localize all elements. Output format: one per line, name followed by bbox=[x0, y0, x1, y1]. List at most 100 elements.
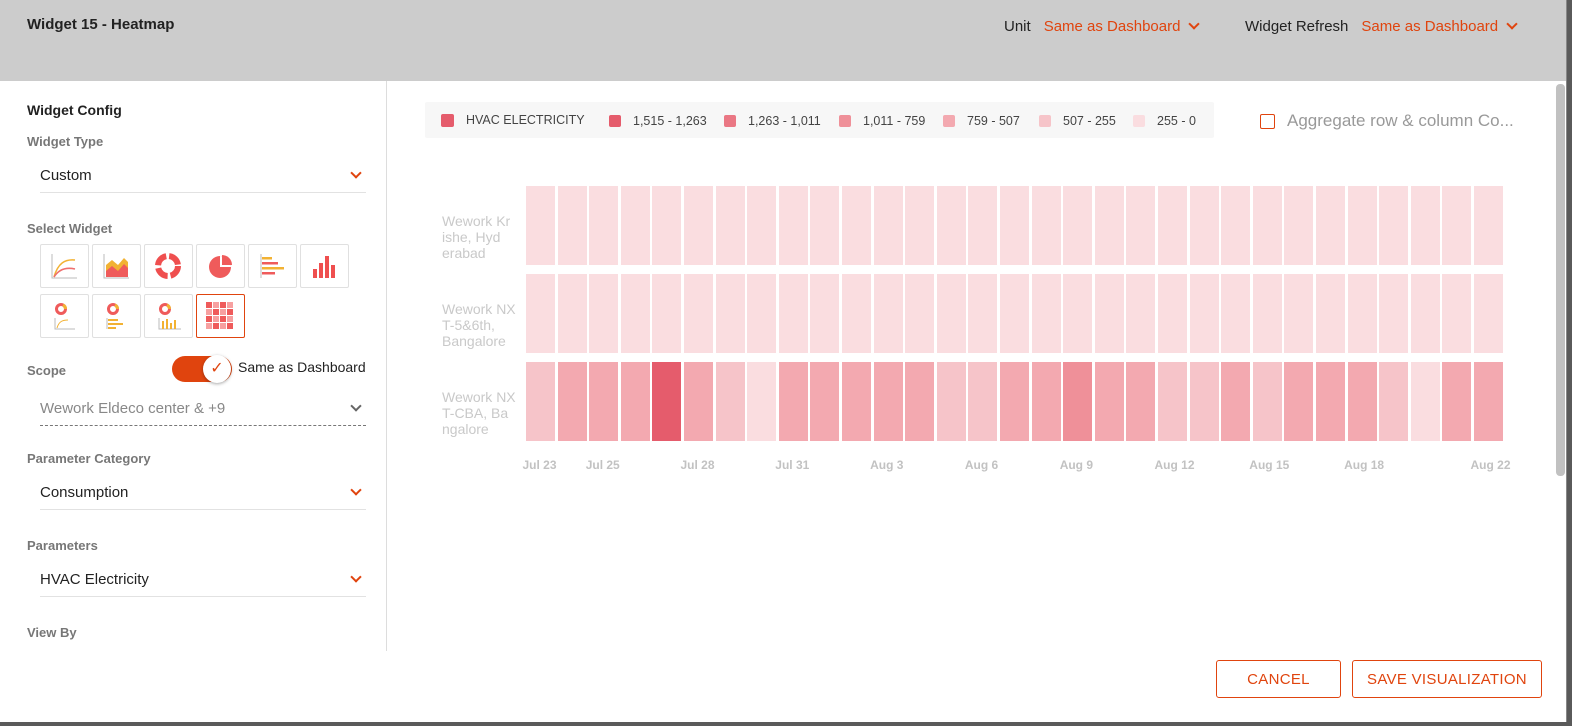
heatmap-cell[interactable] bbox=[1379, 362, 1409, 441]
pie-chart-button[interactable] bbox=[196, 244, 245, 288]
heatmap-cell[interactable] bbox=[1189, 274, 1219, 353]
heatmap-cell[interactable] bbox=[1474, 274, 1503, 353]
heatmap-cell[interactable] bbox=[1316, 274, 1345, 353]
heatmap-cell[interactable] bbox=[1316, 186, 1345, 265]
column-chart-button[interactable] bbox=[300, 244, 349, 288]
donut-column-combo-button[interactable] bbox=[144, 294, 193, 338]
donut-line-combo-button[interactable] bbox=[40, 294, 89, 338]
heatmap-cell[interactable] bbox=[1252, 274, 1282, 353]
legend-range-1[interactable]: 1,515 - 1,263 bbox=[609, 114, 707, 128]
heatmap-cell[interactable] bbox=[778, 274, 808, 353]
heatmap-cell[interactable] bbox=[557, 362, 587, 441]
heatmap-button[interactable] bbox=[196, 294, 245, 338]
cancel-button[interactable]: CANCEL bbox=[1216, 660, 1341, 698]
heatmap-cell[interactable] bbox=[905, 274, 935, 353]
donut-chart-button[interactable] bbox=[144, 244, 193, 288]
heatmap-cell[interactable] bbox=[684, 274, 713, 353]
heatmap-cell[interactable] bbox=[1000, 186, 1029, 265]
heatmap-cell[interactable] bbox=[684, 186, 713, 265]
heatmap-cell[interactable] bbox=[1063, 274, 1093, 353]
chevron-down-icon[interactable] bbox=[350, 167, 362, 179]
legend-range-3[interactable]: 1,011 - 759 bbox=[839, 114, 925, 128]
heatmap-cell[interactable] bbox=[1410, 186, 1440, 265]
area-chart-button[interactable] bbox=[92, 244, 141, 288]
heatmap-cell[interactable] bbox=[652, 186, 682, 265]
legend-series[interactable]: HVAC ELECTRICITY bbox=[441, 113, 585, 127]
heatmap-cell[interactable] bbox=[1221, 362, 1251, 441]
heatmap-cell[interactable] bbox=[968, 362, 998, 441]
heatmap-cell[interactable] bbox=[1126, 186, 1156, 265]
parameter-category-select[interactable]: Consumption bbox=[40, 479, 366, 510]
heatmap-cell[interactable] bbox=[526, 274, 555, 353]
heatmap-cell[interactable] bbox=[1284, 274, 1314, 353]
heatmap-cell[interactable] bbox=[1442, 274, 1472, 353]
heatmap-cell[interactable] bbox=[842, 186, 871, 265]
heatmap-cell[interactable] bbox=[873, 362, 903, 441]
unit-select[interactable]: Unit Same as Dashboard bbox=[1004, 18, 1201, 35]
heatmap-cell[interactable] bbox=[968, 274, 998, 353]
heatmap-cell[interactable] bbox=[1000, 362, 1029, 441]
heatmap-cell[interactable] bbox=[1442, 186, 1472, 265]
heatmap-cell[interactable] bbox=[589, 274, 619, 353]
heatmap-cell[interactable] bbox=[1347, 274, 1377, 353]
chevron-down-icon[interactable] bbox=[350, 484, 362, 496]
heatmap-cell[interactable] bbox=[747, 362, 777, 441]
widget-type-select[interactable]: Custom bbox=[40, 162, 366, 193]
heatmap-cell[interactable] bbox=[715, 274, 745, 353]
heatmap-cell[interactable] bbox=[1189, 186, 1219, 265]
heatmap-cell[interactable] bbox=[1221, 274, 1251, 353]
heatmap-cell[interactable] bbox=[1252, 362, 1282, 441]
heatmap-cell[interactable] bbox=[1094, 362, 1124, 441]
heatmap-cell[interactable] bbox=[1031, 362, 1061, 441]
heatmap-cell[interactable] bbox=[589, 186, 619, 265]
heatmap-cell[interactable] bbox=[936, 274, 966, 353]
heatmap-cell[interactable] bbox=[747, 186, 777, 265]
heatmap-cell[interactable] bbox=[652, 274, 682, 353]
heatmap-cell[interactable] bbox=[810, 274, 840, 353]
heatmap-cell[interactable] bbox=[1379, 274, 1409, 353]
legend-range-5[interactable]: 507 - 255 bbox=[1039, 114, 1116, 128]
heatmap-cell[interactable] bbox=[715, 186, 745, 265]
heatmap-cell[interactable] bbox=[620, 362, 650, 441]
legend-range-4[interactable]: 759 - 507 bbox=[943, 114, 1020, 128]
heatmap-cell[interactable] bbox=[557, 186, 587, 265]
heatmap-cell[interactable] bbox=[1126, 274, 1156, 353]
heatmap-cell[interactable] bbox=[1347, 186, 1377, 265]
heatmap-cell[interactable] bbox=[1158, 362, 1187, 441]
heatmap-cell[interactable] bbox=[905, 186, 935, 265]
heatmap-cell[interactable] bbox=[873, 274, 903, 353]
heatmap-cell[interactable] bbox=[715, 362, 745, 441]
heatmap-cell[interactable] bbox=[1442, 362, 1472, 441]
heatmap-cell[interactable] bbox=[1252, 186, 1282, 265]
heatmap-cell[interactable] bbox=[1347, 362, 1377, 441]
unit-value[interactable]: Same as Dashboard bbox=[1043, 18, 1181, 35]
parameters-select[interactable]: HVAC Electricity bbox=[40, 566, 366, 597]
widget-refresh-select[interactable]: Widget Refresh Same as Dashboard bbox=[1245, 18, 1518, 35]
legend-range-6[interactable]: 255 - 0 bbox=[1133, 114, 1196, 128]
horizontal-bar-chart-button[interactable] bbox=[248, 244, 297, 288]
scope-select[interactable]: Wework Eldeco center & +9 bbox=[40, 395, 366, 426]
heatmap-cell[interactable] bbox=[905, 362, 935, 441]
heatmap-cell[interactable] bbox=[1284, 186, 1314, 265]
chevron-down-icon[interactable] bbox=[350, 400, 362, 412]
heatmap-cell[interactable] bbox=[1316, 362, 1345, 441]
heatmap-cell[interactable] bbox=[778, 186, 808, 265]
heatmap-cell[interactable] bbox=[810, 362, 840, 441]
chevron-down-icon[interactable] bbox=[1188, 18, 1201, 30]
save-visualization-button[interactable]: SAVE VISUALIZATION bbox=[1352, 660, 1542, 698]
aggregate-checkbox[interactable]: Aggregate row & column Co... bbox=[1260, 111, 1514, 131]
legend-range-2[interactable]: 1,263 - 1,011 bbox=[724, 114, 821, 128]
heatmap-cell[interactable] bbox=[1063, 186, 1093, 265]
heatmap-cell[interactable] bbox=[684, 362, 713, 441]
heatmap-cell[interactable] bbox=[1158, 274, 1187, 353]
heatmap-cell[interactable] bbox=[747, 274, 777, 353]
heatmap-cell[interactable] bbox=[810, 186, 840, 265]
heatmap-cell[interactable] bbox=[1474, 186, 1503, 265]
heatmap-cell[interactable] bbox=[589, 362, 619, 441]
heatmap-cell[interactable] bbox=[1474, 362, 1503, 441]
checkbox-icon[interactable] bbox=[1260, 113, 1275, 129]
heatmap-cell[interactable] bbox=[936, 362, 966, 441]
heatmap-cell[interactable] bbox=[1031, 186, 1061, 265]
heatmap-cell[interactable] bbox=[1410, 274, 1440, 353]
heatmap-cell[interactable] bbox=[842, 274, 871, 353]
